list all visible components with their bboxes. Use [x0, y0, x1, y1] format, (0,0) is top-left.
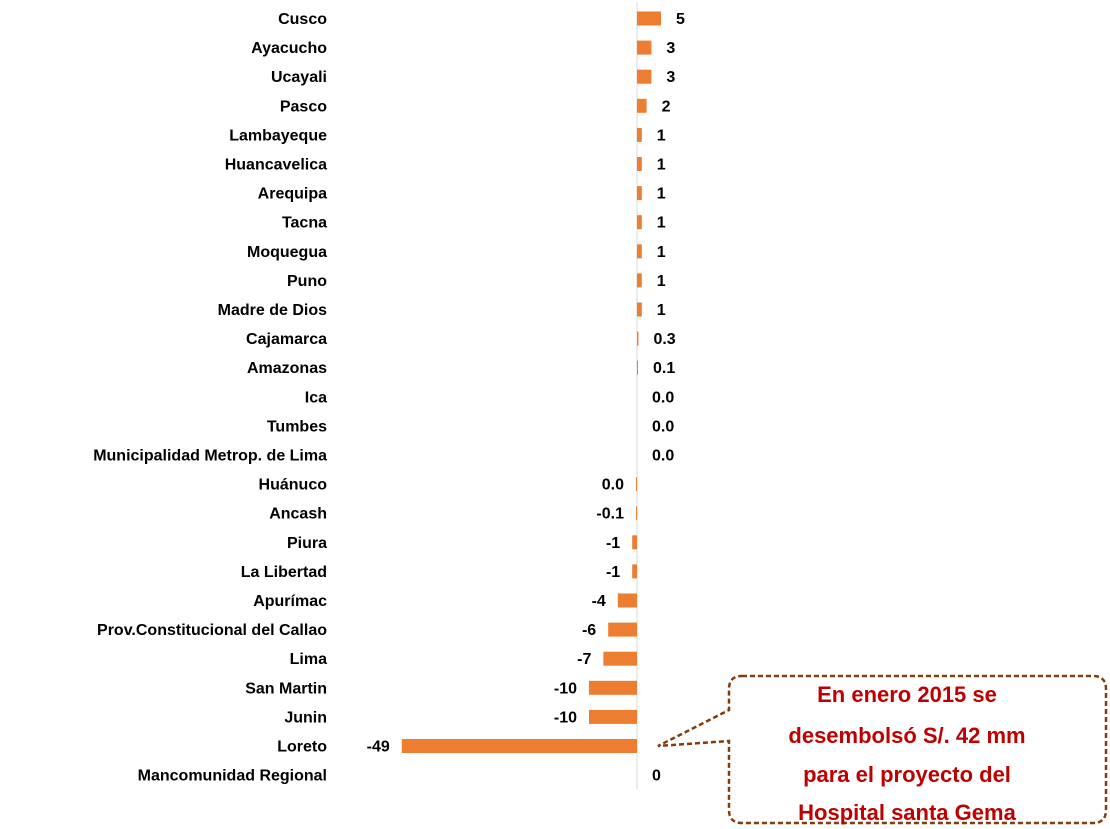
bar [637, 215, 642, 230]
bar [589, 680, 637, 695]
bar [637, 331, 639, 346]
category-label: La Libertad [241, 564, 327, 581]
value-label: 2 [662, 98, 671, 115]
bar [636, 477, 637, 492]
callout-bubble [657, 674, 1108, 825]
callout-line-3: para el proyecto del [803, 762, 1011, 787]
category-label: Arequipa [258, 186, 327, 203]
category-label: Huánuco [259, 477, 328, 494]
bar [636, 506, 637, 521]
bar [637, 302, 642, 317]
category-label: Ica [305, 389, 327, 406]
category-label: Junin [284, 709, 327, 726]
category-label: Ancash [269, 506, 327, 523]
category-label: Pasco [280, 98, 327, 115]
value-label: 1 [657, 273, 666, 290]
bar [617, 593, 637, 608]
bar [637, 40, 652, 55]
value-label: 3 [666, 40, 675, 57]
bar [637, 186, 642, 201]
value-label: 1 [657, 186, 666, 203]
bar [637, 244, 642, 259]
value-label: 0.0 [652, 418, 674, 435]
category-label: Ucayali [271, 69, 327, 86]
category-label: Municipalidad Metrop. de Lima [93, 448, 327, 465]
value-label: -49 [367, 739, 390, 756]
bar [637, 69, 652, 84]
value-label: 1 [657, 127, 666, 144]
bar [637, 157, 642, 171]
value-label: -1 [606, 535, 620, 552]
bar [589, 709, 637, 724]
value-label: 0 [652, 768, 661, 785]
bar [637, 98, 647, 113]
value-label: 0.0 [602, 477, 624, 494]
value-label: -6 [582, 622, 596, 639]
category-label: Loreto [277, 739, 327, 756]
value-label: -7 [577, 651, 591, 668]
category-label: Prov.Constitucional del Callao [97, 622, 327, 639]
value-label: 1 [657, 244, 666, 261]
callout: En enero 2015 se desembolsó S/. 42 mm pa… [657, 674, 1108, 825]
bar [632, 564, 637, 579]
value-label: -10 [554, 680, 577, 697]
bar [637, 360, 638, 375]
category-label: Tacna [282, 215, 327, 232]
value-labels-group: 533211111110.30.10.00.00.00.0-0.1-1-1-4-… [367, 11, 685, 785]
category-label: Cajamarca [246, 331, 327, 348]
category-label: Madre de Dios [218, 302, 327, 319]
value-label: 1 [657, 157, 666, 174]
value-label: 1 [657, 302, 666, 319]
bar [632, 535, 637, 550]
callout-line-4: Hospital santa Gema [798, 800, 1016, 825]
value-label: -10 [554, 709, 577, 726]
value-label: 1 [657, 215, 666, 232]
category-label: Mancomunidad Regional [138, 768, 327, 785]
category-label: Ayacucho [251, 40, 327, 57]
category-label: Tumbes [267, 418, 327, 435]
value-label: 0.0 [652, 448, 674, 465]
category-label: Piura [287, 535, 327, 552]
bars-group [401, 11, 661, 753]
category-labels-group: Cusco Ayacucho Ucayali Pasco Lambayeque Huanc… [93, 11, 327, 785]
bar [637, 11, 661, 26]
bar [603, 651, 637, 666]
category-label: Moquegua [247, 244, 327, 261]
category-label: Amazonas [247, 360, 327, 377]
value-label: -4 [592, 593, 606, 610]
bar [608, 622, 637, 637]
callout-line-1: En enero 2015 se [817, 682, 997, 707]
value-label: 5 [676, 11, 685, 28]
value-label: 3 [666, 69, 675, 86]
value-label: -1 [606, 564, 620, 581]
category-label: Lambayeque [229, 127, 327, 144]
callout-line-2: desembolsó S/. 42 mm [788, 723, 1025, 748]
category-label: Huancavelica [225, 157, 327, 174]
category-label: Cusco [278, 11, 327, 28]
bar [637, 127, 642, 142]
category-label: Lima [290, 651, 327, 668]
value-label: 0.0 [652, 389, 674, 406]
category-label: Apurímac [253, 593, 327, 610]
bar [401, 739, 637, 753]
value-label: 0.3 [653, 331, 675, 348]
value-label: -0.1 [596, 506, 624, 523]
bar [637, 273, 642, 288]
category-label: Puno [287, 273, 327, 290]
category-label: San Martin [245, 680, 327, 697]
value-label: 0.1 [653, 360, 675, 377]
